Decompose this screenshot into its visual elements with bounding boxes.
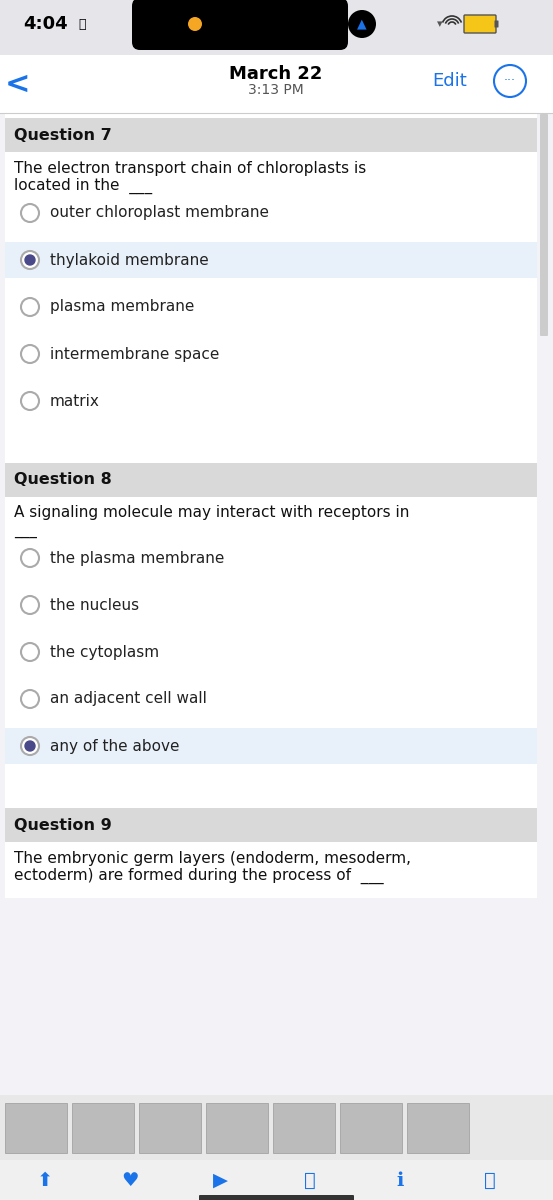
Text: Question 9: Question 9	[14, 817, 112, 833]
Text: Question 7: Question 7	[14, 127, 112, 143]
Text: an adjacent cell wall: an adjacent cell wall	[50, 691, 207, 707]
FancyBboxPatch shape	[5, 242, 537, 278]
FancyBboxPatch shape	[5, 728, 537, 764]
Text: ___: ___	[14, 523, 37, 539]
Circle shape	[21, 643, 39, 661]
Text: ···: ···	[504, 74, 516, 88]
Circle shape	[21, 550, 39, 566]
FancyBboxPatch shape	[5, 463, 537, 497]
Text: ℹ: ℹ	[397, 1170, 404, 1189]
Text: intermembrane space: intermembrane space	[50, 347, 220, 361]
FancyBboxPatch shape	[494, 20, 498, 28]
FancyBboxPatch shape	[72, 1103, 134, 1153]
FancyBboxPatch shape	[5, 1103, 67, 1153]
Text: Question 8: Question 8	[14, 473, 112, 487]
Circle shape	[21, 737, 39, 755]
Circle shape	[25, 740, 35, 751]
Text: any of the above: any of the above	[50, 738, 180, 754]
Text: 3:13 PM: 3:13 PM	[248, 83, 304, 97]
Circle shape	[21, 298, 39, 316]
Text: ♥: ♥	[121, 1170, 139, 1189]
FancyBboxPatch shape	[139, 1103, 201, 1153]
FancyBboxPatch shape	[0, 1094, 553, 1160]
FancyBboxPatch shape	[5, 808, 537, 842]
Circle shape	[21, 596, 39, 614]
FancyBboxPatch shape	[0, 55, 553, 113]
Text: 4:04: 4:04	[23, 14, 67, 32]
FancyBboxPatch shape	[206, 1103, 268, 1153]
Text: ectoderm) are formed during the process of  ___: ectoderm) are formed during the process …	[14, 868, 384, 884]
Text: ⬆: ⬆	[37, 1170, 53, 1189]
Text: the nucleus: the nucleus	[50, 598, 139, 612]
Text: ▲: ▲	[357, 18, 367, 30]
Circle shape	[21, 251, 39, 269]
Circle shape	[21, 204, 39, 222]
FancyBboxPatch shape	[464, 14, 496, 32]
FancyBboxPatch shape	[407, 1103, 469, 1153]
Text: ▶: ▶	[212, 1170, 227, 1189]
Circle shape	[25, 254, 35, 265]
FancyBboxPatch shape	[340, 1103, 402, 1153]
FancyBboxPatch shape	[273, 1103, 335, 1153]
Text: the cytoplasm: the cytoplasm	[50, 644, 159, 660]
FancyBboxPatch shape	[132, 0, 348, 50]
Circle shape	[21, 346, 39, 362]
Text: Edit: Edit	[432, 72, 467, 90]
Text: 🔇: 🔇	[304, 1170, 316, 1189]
Circle shape	[188, 17, 202, 31]
Text: <: <	[5, 70, 31, 98]
Text: The electron transport chain of chloroplasts is: The electron transport chain of chloropl…	[14, 161, 366, 175]
Circle shape	[348, 10, 376, 38]
FancyBboxPatch shape	[0, 0, 553, 55]
Text: outer chloroplast membrane: outer chloroplast membrane	[50, 205, 269, 221]
Text: plasma membrane: plasma membrane	[50, 300, 194, 314]
Text: The embryonic germ layers (endoderm, mesoderm,: The embryonic germ layers (endoderm, mes…	[14, 851, 411, 865]
Text: the plasma membrane: the plasma membrane	[50, 551, 225, 565]
Text: ▾: ▾	[437, 19, 443, 29]
Text: matrix: matrix	[50, 394, 100, 408]
FancyBboxPatch shape	[0, 1160, 553, 1200]
FancyBboxPatch shape	[540, 114, 548, 336]
FancyBboxPatch shape	[5, 113, 537, 898]
Text: located in the  ___: located in the ___	[14, 178, 152, 194]
Text: 🔔: 🔔	[79, 18, 86, 30]
FancyBboxPatch shape	[5, 118, 537, 152]
Text: A signaling molecule may interact with receptors in: A signaling molecule may interact with r…	[14, 505, 409, 521]
FancyBboxPatch shape	[199, 1195, 354, 1200]
Text: thylakoid membrane: thylakoid membrane	[50, 252, 208, 268]
Circle shape	[21, 392, 39, 410]
Circle shape	[21, 690, 39, 708]
Text: March 22: March 22	[229, 65, 323, 83]
Text: 🗑: 🗑	[484, 1170, 496, 1189]
